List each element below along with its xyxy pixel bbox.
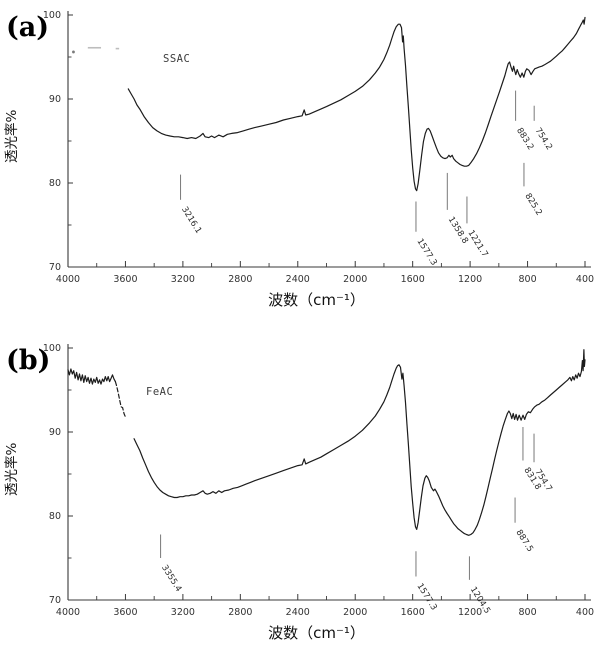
y-axis-ticks: 70 80 90 100 xyxy=(43,10,73,273)
x-tick-label: 1600 xyxy=(401,607,425,618)
x-tick-label: 2000 xyxy=(343,274,367,285)
x-axis-ticks: 4000 3600 3200 2800 2400 2000 1600 1200 800 400 xyxy=(56,594,594,618)
x-axis-title: 波数（cm⁻¹） xyxy=(268,291,365,309)
x-tick-label: 1600 xyxy=(401,274,425,285)
x-tick-label: 4000 xyxy=(56,274,80,285)
y-axis-ticks: 70 80 90 100 xyxy=(43,343,73,606)
peak-label: 1577.3 xyxy=(414,237,438,268)
panel-label: (b) xyxy=(6,345,50,376)
x-tick-label: 3200 xyxy=(171,607,195,618)
y-tick-label: 90 xyxy=(49,427,61,438)
peak-label: 883.2 xyxy=(514,126,535,152)
spectrum-curve xyxy=(114,380,127,418)
x-tick-label: 1200 xyxy=(458,274,482,285)
peak-label: 754.2 xyxy=(533,126,554,152)
panel-b: 4000 3600 3200 2800 2400 2000 1600 1200 800 400 70… xyxy=(0,333,600,667)
peak-label: 825.2 xyxy=(522,192,543,218)
axes xyxy=(67,344,591,601)
peak-label: 1221.7 xyxy=(465,229,489,260)
x-tick-label: 400 xyxy=(576,274,594,285)
y-axis-title: 透光率% xyxy=(3,443,20,496)
x-tick-label: 2800 xyxy=(228,274,252,285)
x-tick-label: 3200 xyxy=(171,274,195,285)
x-tick-label: 3600 xyxy=(113,607,137,618)
y-tick-label: 100 xyxy=(43,10,61,21)
spectrum-curve xyxy=(133,349,586,536)
sample-label: SSAC xyxy=(163,53,190,65)
ftir-chart-a: 4000 3600 3200 2800 2400 2000 1600 1200 800 400 70… xyxy=(3,10,594,309)
ftir-chart-b: 4000 3600 3200 2800 2400 2000 1600 1200 800 400 70… xyxy=(3,343,594,642)
x-tick-label: 400 xyxy=(576,607,594,618)
peak-label: 3216.1 xyxy=(179,205,203,236)
x-tick-label: 4000 xyxy=(56,607,80,618)
spectrum-curve xyxy=(67,368,117,385)
x-tick-label: 3600 xyxy=(113,274,137,285)
y-tick-label: 80 xyxy=(49,511,61,522)
peak-label: 1358.8 xyxy=(446,215,470,246)
y-tick-label: 100 xyxy=(43,343,61,354)
x-axis-ticks: 4000 3600 3200 2800 2400 2000 1600 1200 800 400 xyxy=(56,261,594,285)
y-tick-label: 90 xyxy=(49,94,61,105)
x-tick-label: 800 xyxy=(518,607,536,618)
panel-a: 4000 3600 3200 2800 2400 2000 1600 1200 800 400 70… xyxy=(0,0,600,333)
x-tick-label: 800 xyxy=(518,274,536,285)
scan-artifacts xyxy=(72,46,120,54)
panel-label: (a) xyxy=(6,12,49,43)
y-tick-label: 70 xyxy=(49,595,61,606)
x-axis-title: 波数（cm⁻¹） xyxy=(268,624,365,642)
peak-label: 887.5 xyxy=(514,528,535,554)
x-tick-label: 2400 xyxy=(286,274,310,285)
x-tick-label: 2000 xyxy=(343,607,367,618)
x-tick-label: 1200 xyxy=(458,607,482,618)
peak-label: 3355.4 xyxy=(159,563,183,594)
y-axis-title: 透光率% xyxy=(3,110,20,163)
y-tick-label: 70 xyxy=(49,262,61,273)
y-tick-label: 80 xyxy=(49,178,61,189)
axes xyxy=(67,11,591,268)
sample-label: FeAC xyxy=(146,386,173,398)
spectrum-curve xyxy=(127,16,586,192)
x-tick-label: 2800 xyxy=(228,607,252,618)
x-tick-label: 2400 xyxy=(286,607,310,618)
